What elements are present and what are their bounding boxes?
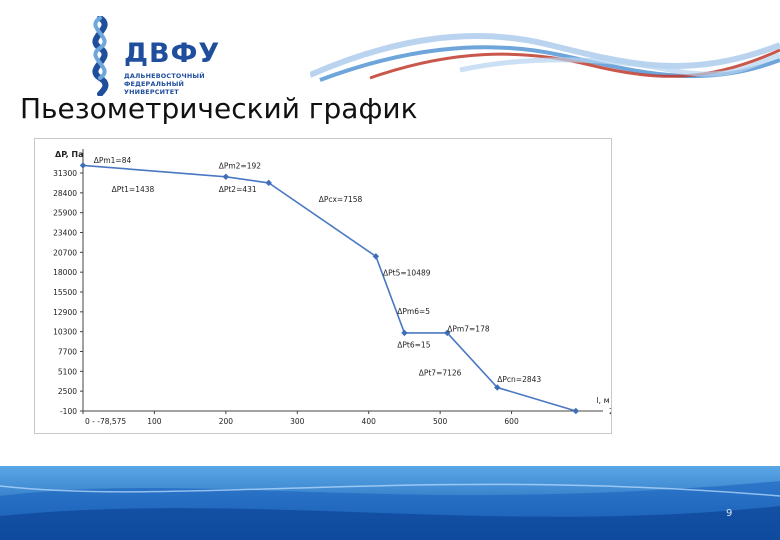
x-tick-label: 300: [290, 417, 305, 426]
piezometric-chart: 31300 28400 25900 23400 20700 18000 15500 12900…: [34, 138, 612, 434]
data-point: [222, 173, 230, 180]
data-point: [79, 162, 87, 169]
x-tick-label: 400: [362, 417, 377, 426]
y-tick-label: 31300: [53, 169, 77, 178]
x-tick-label: 600: [504, 417, 519, 426]
chart-canvas: 31300 28400 25900 23400 20700 18000 15500 12900…: [53, 149, 611, 426]
y-tick-label: 20700: [53, 248, 77, 257]
data-point: [444, 329, 451, 337]
data-point: [372, 253, 380, 260]
logo-subtitle-line-2: ФЕДЕРАЛЬНЫЙ: [124, 80, 185, 88]
logo-subtitle-line-1: ДАЛЬНЕВОСТОЧНЫЙ: [124, 72, 205, 80]
data-point: [265, 179, 272, 187]
annotation-label: ΔPm2=192: [219, 161, 262, 170]
logo-subtitle-line-3: УНИВЕРСИТЕТ: [124, 88, 179, 96]
y-tick-label: 7700: [58, 348, 77, 357]
x-tick-label: 200: [219, 417, 234, 426]
annotation-label: ΔPcx=7158: [319, 195, 363, 204]
annotation-label: ΔPt7=7126: [419, 368, 462, 377]
y-axis-label: ΔP, Па: [55, 150, 84, 159]
annotation-label: ΔPm1=84: [94, 156, 132, 165]
x-tick-label: 0 - -78,575: [85, 417, 126, 426]
y-tick-label: 15500: [53, 288, 77, 297]
data-point: [572, 407, 580, 415]
annotation-label: ΔPt6=15: [397, 340, 430, 349]
y-tick-label: 5100: [58, 367, 77, 376]
series-line: [82, 164, 577, 412]
x-tick-label: 500: [433, 417, 448, 426]
slide-title: Пьезометрический график: [20, 92, 418, 125]
y-tick-label: -100: [60, 407, 77, 416]
annotation-label: ΔPcn=2843: [497, 375, 541, 384]
y-tick-label: 2500: [58, 387, 77, 396]
y-tick-label: 12900: [53, 308, 77, 317]
x-axis-label: l, м: [596, 396, 609, 405]
university-logo: ДВФУ ДАЛЬНЕВОСТОЧНЫЙ ФЕДЕРАЛЬНЫЙ УНИВЕРС…: [80, 16, 220, 96]
annotation-label: ΔPm6=5: [397, 307, 430, 316]
header-swoosh-decoration: [310, 33, 780, 82]
data-point: [494, 384, 501, 391]
y-tick-label: 23400: [53, 229, 77, 238]
annotation-label: ΔPt1=1438: [112, 185, 155, 194]
y-tick-label: 28400: [53, 189, 77, 198]
data-point: [401, 329, 408, 337]
logo-wordmark: ДВФУ: [124, 38, 221, 69]
annotation-label: ΔPt2=431: [219, 185, 257, 194]
y-tick-label: 25900: [53, 209, 77, 218]
y-tick-label: 10300: [53, 328, 77, 337]
x-tick-label: 100: [147, 417, 162, 426]
dna-helix-icon: [92, 16, 109, 96]
footer-wave-decoration: [0, 466, 780, 540]
annotation-label: ΔPt5=10489: [383, 268, 431, 277]
x-end-label: 23492: [609, 407, 611, 416]
annotation-label: ΔPm7=178: [447, 324, 490, 333]
y-tick-label: 18000: [53, 268, 77, 277]
page-number: 9: [726, 508, 733, 519]
